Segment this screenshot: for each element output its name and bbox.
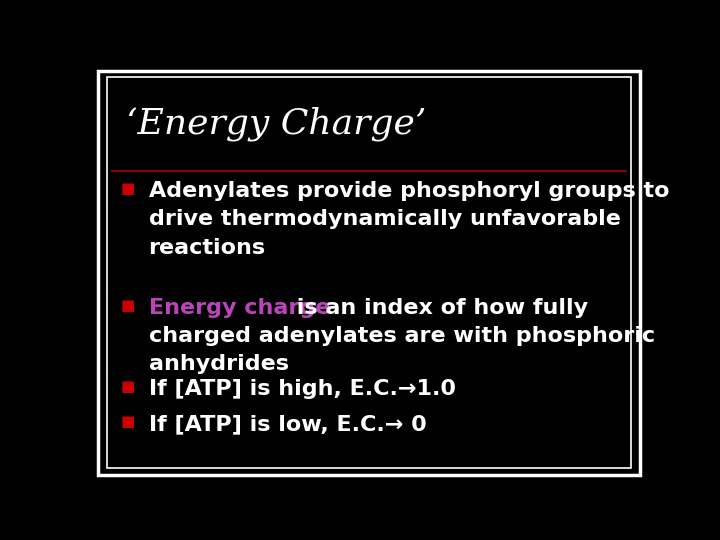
Text: reactions: reactions (148, 238, 266, 258)
Text: ■: ■ (121, 379, 135, 394)
Text: ■: ■ (121, 414, 135, 429)
Text: Energy charge: Energy charge (148, 298, 330, 318)
Text: ■: ■ (121, 181, 135, 196)
Text: anhydrides: anhydrides (148, 354, 289, 374)
Text: ■: ■ (121, 298, 135, 313)
Text: is an index of how fully: is an index of how fully (289, 298, 588, 318)
Text: drive thermodynamically unfavorable: drive thermodynamically unfavorable (148, 210, 621, 230)
Text: ‘Energy Charge’: ‘Energy Charge’ (126, 106, 427, 141)
Text: charged adenylates are with phosphoric: charged adenylates are with phosphoric (148, 326, 654, 346)
Text: Adenylates provide phosphoryl groups to: Adenylates provide phosphoryl groups to (148, 181, 669, 201)
Text: If [ATP] is low, E.C.→ 0: If [ATP] is low, E.C.→ 0 (148, 414, 426, 434)
Text: If [ATP] is high, E.C.→1.0: If [ATP] is high, E.C.→1.0 (148, 379, 456, 399)
